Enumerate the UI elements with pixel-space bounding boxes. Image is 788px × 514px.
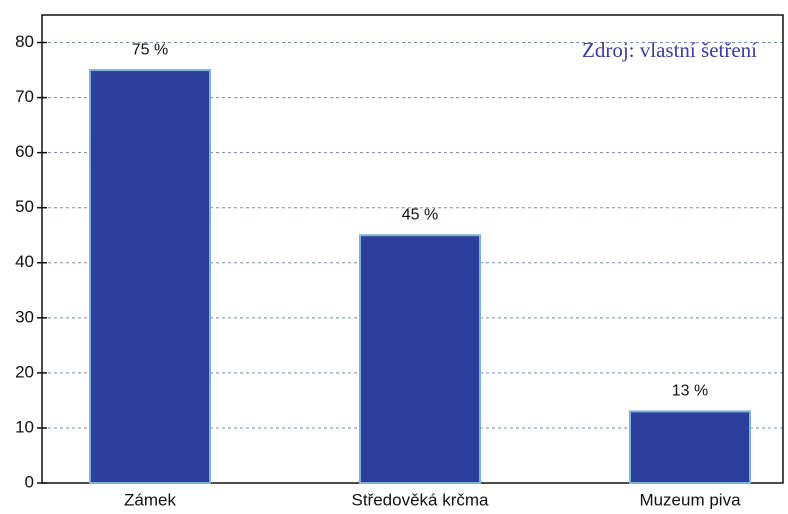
y-tick-label: 40 <box>15 252 34 271</box>
x-tick-label: Zámek <box>124 490 176 509</box>
y-tick-label: 80 <box>15 32 34 51</box>
bar <box>359 234 481 484</box>
y-tick-label: 70 <box>15 87 34 106</box>
y-tick-label: 50 <box>15 197 34 216</box>
y-tick-label: 20 <box>15 362 34 381</box>
value-label: 45 % <box>402 206 438 223</box>
x-tick-label: Středověká krčma <box>352 490 490 509</box>
value-label: 75 % <box>132 41 168 58</box>
bar <box>89 69 211 484</box>
bar <box>629 410 751 484</box>
x-tick-label: Muzeum piva <box>639 490 741 509</box>
y-tick-label: 0 <box>25 472 34 491</box>
y-tick-label: 10 <box>15 417 34 436</box>
annotation: Zdroj: vlastní šetření <box>582 38 757 62</box>
value-label: 13 % <box>672 383 708 400</box>
y-tick-label: 60 <box>15 142 34 161</box>
y-tick-label: 30 <box>15 307 34 326</box>
